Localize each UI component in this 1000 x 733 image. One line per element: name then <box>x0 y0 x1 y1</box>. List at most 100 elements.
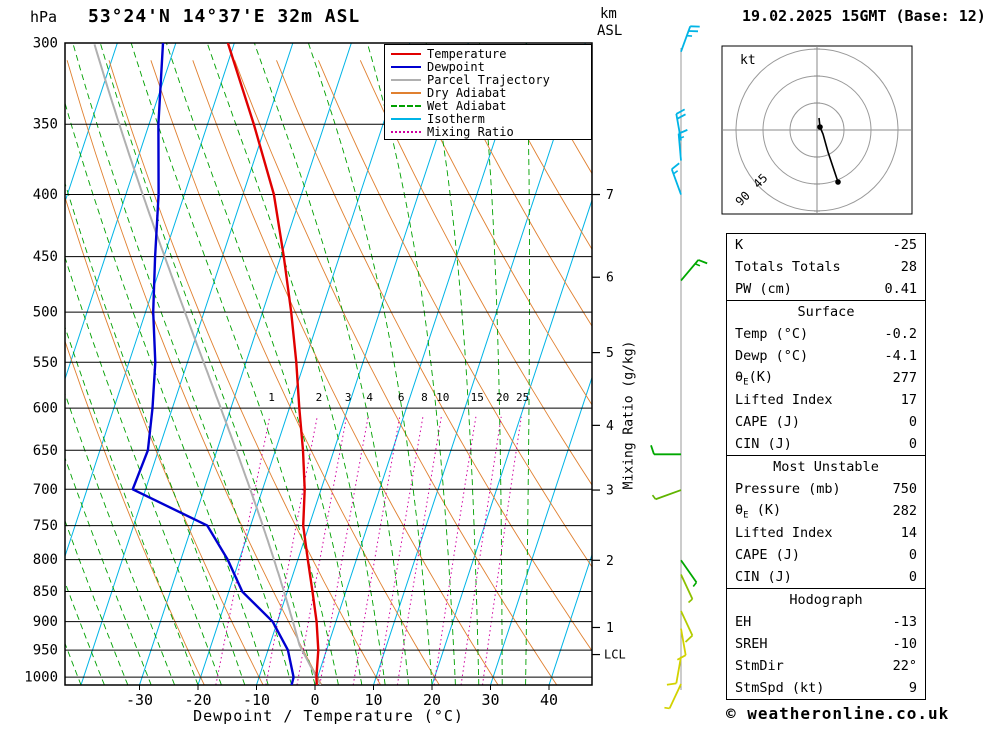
stat-label: Lifted Index <box>735 392 833 408</box>
wet-adiabat-line <box>65 181 246 685</box>
table-row: K -25 <box>727 234 925 256</box>
stat-label: StmDir <box>735 658 784 674</box>
dry-adiabat-line <box>401 60 592 406</box>
dry-adiabat-line <box>65 195 264 685</box>
stat-value: 282 <box>892 503 917 519</box>
wind-barb-half <box>687 598 693 604</box>
wind-barb-staff <box>680 259 700 282</box>
dry-adiabat-line <box>317 60 592 568</box>
stat-value: -4.1 <box>884 348 917 364</box>
wind-barb-staff <box>670 168 682 195</box>
dewpoint-curve <box>131 43 295 685</box>
legend-item: Mixing Ratio <box>385 125 591 138</box>
stat-value: 9 <box>908 680 917 696</box>
stat-value: 22° <box>892 658 917 674</box>
table-row: PW (cm) 0.41 <box>727 278 925 300</box>
pressure-tick-label: 600 <box>33 401 58 417</box>
wind-barb-half <box>672 170 679 175</box>
stat-label: CIN (J) <box>735 569 792 585</box>
temp-tick-label: -20 <box>184 691 211 709</box>
stats-table: K -25 Totals Totals 28 PW (cm) 0.41 <box>726 233 926 301</box>
isotherm-line <box>80 43 294 685</box>
legend-line-sample <box>391 91 421 94</box>
stat-label: CIN (J) <box>735 436 792 452</box>
wind-barb-half <box>664 706 670 710</box>
legend-item: Dewpoint <box>385 60 591 73</box>
table-row: θE(K) 277 <box>727 367 925 389</box>
datetime-label: 19.02.2025 15GMT (Base: 12) <box>742 7 986 25</box>
stat-label: PW (cm) <box>735 281 792 297</box>
wind-barb-half <box>692 581 698 587</box>
mixing-ratio-value-label: 25 <box>516 391 529 404</box>
stat-value: -10 <box>892 636 917 652</box>
table-header: Hodograph <box>789 592 863 608</box>
stat-value: 0 <box>908 569 917 585</box>
legend-item-label: Temperature <box>427 46 507 61</box>
hodograph-trace-dot <box>835 179 841 185</box>
mixing-ratio-value-label: 4 <box>366 391 373 404</box>
wet-adiabat-line <box>65 581 105 685</box>
mixing-ratio-line <box>265 416 318 685</box>
isotherm-line <box>256 43 469 685</box>
isotherm-line <box>65 43 235 558</box>
legend-line-sample <box>391 117 421 120</box>
temp-tick-label: 0 <box>310 691 319 709</box>
stat-value: 0.41 <box>884 281 917 297</box>
mixing-ratio-line <box>352 416 401 685</box>
legend-item-label: Dewpoint <box>427 59 485 74</box>
table-row: Lifted Index 17 <box>727 389 925 411</box>
legend-item: Parcel Trajectory <box>385 73 591 86</box>
parcel-trajectory-curve <box>93 44 322 685</box>
isotherm-line <box>431 198 592 685</box>
wet-adiabat-line <box>307 43 433 685</box>
pressure-tick-label: 800 <box>33 552 58 568</box>
legend-line-sample <box>391 78 421 81</box>
wind-barb-full <box>666 682 677 686</box>
km-tick-label: 6 <box>606 271 614 286</box>
wet-adiabat-line <box>72 43 293 685</box>
mixing-ratio-value-label: 10 <box>436 391 449 404</box>
pressure-tick-label: 750 <box>33 518 58 534</box>
stat-label: CAPE (J) <box>735 547 801 563</box>
wind-barb-staff <box>675 656 682 684</box>
legend-item-label: Dry Adiabat <box>427 85 507 100</box>
pressure-tick-label: 550 <box>33 355 58 371</box>
stat-label: θE (K) <box>735 501 782 521</box>
mixing-ratio-line <box>460 416 502 685</box>
dry-adiabat-line <box>443 60 592 327</box>
wind-barb-staff <box>680 26 692 53</box>
table-row: EH -13 <box>727 611 925 633</box>
isotherm-line <box>548 553 592 685</box>
dry-adiabat-line <box>192 60 499 685</box>
dry-adiabat-line <box>65 339 205 685</box>
mixing-ratio-line <box>215 416 271 685</box>
dry-adiabat-line <box>234 60 558 685</box>
station-title: 53°24'N 14°37'E 32m ASL <box>88 6 361 27</box>
hodograph-unit-label: kt <box>740 53 756 68</box>
mixing-ratio-value-label: 15 <box>471 391 484 404</box>
stat-label: Totals Totals <box>735 259 841 275</box>
pressure-unit-label: hPa <box>30 8 58 26</box>
legend-item: Wet Adiabat <box>385 99 591 112</box>
mixing-ratio-value-label: 1 <box>268 391 275 404</box>
wet-adiabat-line <box>65 325 199 685</box>
isotherm-line <box>65 43 177 381</box>
temp-tick-label: 40 <box>540 691 558 709</box>
field-lines <box>65 43 592 685</box>
wind-barb-half <box>651 494 657 500</box>
temp-tick-label: 10 <box>364 691 382 709</box>
wind-barb-full <box>671 162 680 170</box>
pressure-tick-label: 500 <box>33 305 58 321</box>
wet-adiabat-line <box>65 456 152 685</box>
pressure-tick-label: 300 <box>33 36 58 52</box>
pressure-tick-label: 950 <box>33 643 58 659</box>
table-row: Lifted Index 14 <box>727 522 925 544</box>
stats-table: Hodograph EH -13 SREH -10 StmDir 22° StmSpd (kt… <box>726 588 926 700</box>
legend-line-sample <box>391 52 421 55</box>
pressure-tick-label: 450 <box>33 249 58 265</box>
stat-label: Temp (°C) <box>735 326 809 342</box>
wet-adiabat-line <box>65 101 269 685</box>
wind-barb-staff <box>680 574 694 600</box>
copyright-label: © weatheronline.co.uk <box>726 704 950 723</box>
table-row: StmDir 22° <box>727 655 925 677</box>
